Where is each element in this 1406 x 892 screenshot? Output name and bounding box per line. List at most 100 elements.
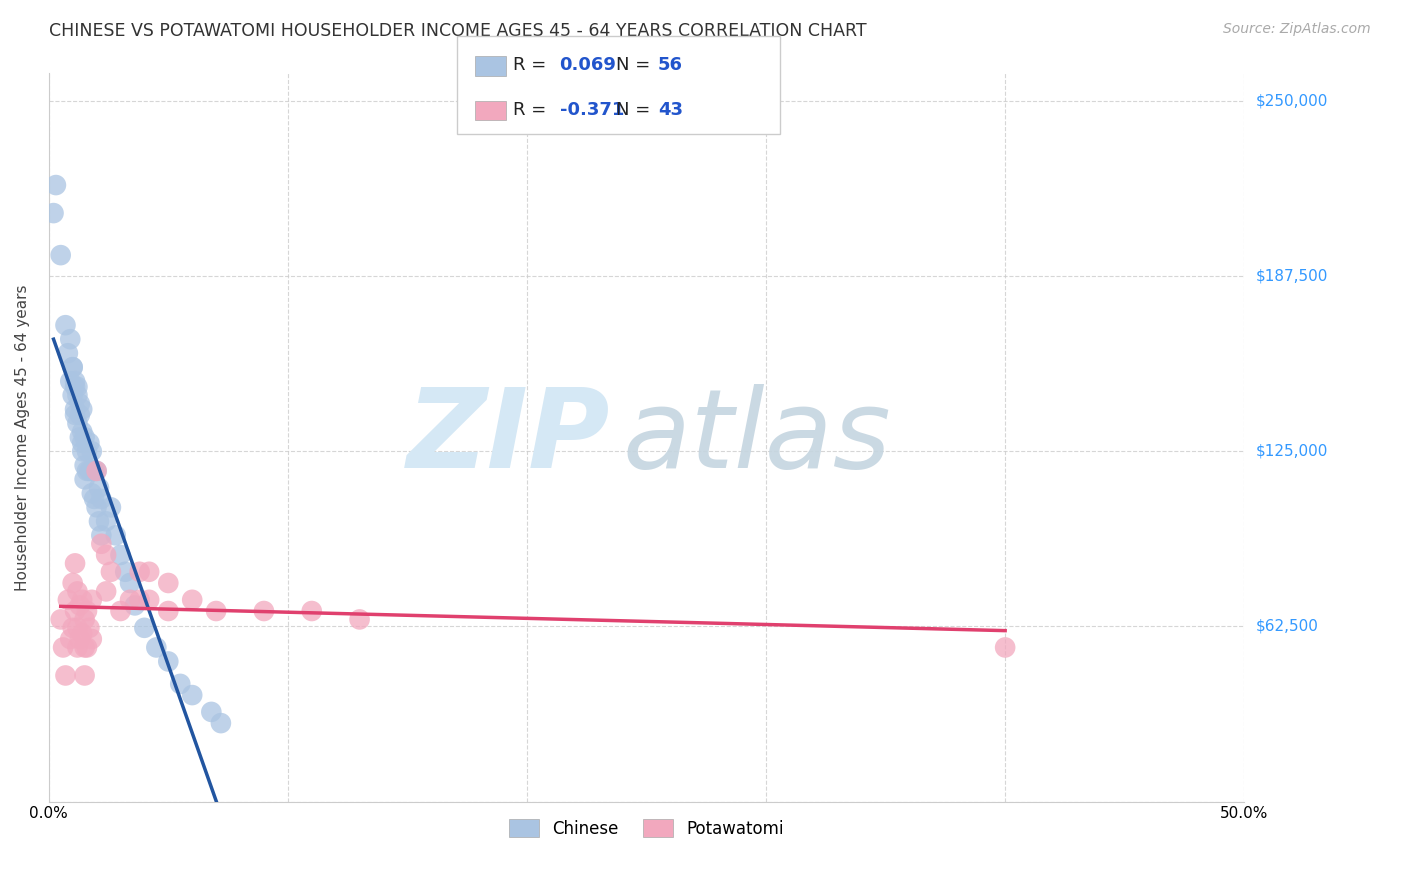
Text: 43: 43	[658, 101, 683, 119]
Point	[994, 640, 1017, 655]
Y-axis label: Householder Income Ages 45 - 64 years: Householder Income Ages 45 - 64 years	[15, 284, 30, 591]
Point	[157, 604, 180, 618]
Point	[66, 584, 89, 599]
Point	[138, 592, 160, 607]
Point	[118, 576, 141, 591]
Point	[110, 548, 132, 562]
Point	[63, 402, 86, 417]
Point	[69, 599, 91, 613]
Point	[66, 417, 89, 431]
Point	[80, 486, 103, 500]
Point	[66, 640, 89, 655]
Point	[66, 388, 89, 402]
Text: CHINESE VS POTAWATOMI HOUSEHOLDER INCOME AGES 45 - 64 YEARS CORRELATION CHART: CHINESE VS POTAWATOMI HOUSEHOLDER INCOME…	[49, 22, 868, 40]
Point	[56, 592, 79, 607]
Point	[94, 548, 117, 562]
Point	[55, 668, 77, 682]
Point	[49, 248, 72, 262]
Point	[205, 604, 228, 618]
Point	[45, 178, 67, 192]
Point	[90, 528, 112, 542]
Point	[157, 576, 180, 591]
Point	[124, 599, 146, 613]
Point	[86, 464, 108, 478]
Text: R =: R =	[513, 101, 553, 119]
Point	[87, 481, 110, 495]
Point	[66, 380, 89, 394]
Point	[42, 206, 65, 220]
Point	[69, 632, 91, 646]
Point	[62, 621, 84, 635]
Point	[83, 464, 105, 478]
Point	[70, 402, 93, 417]
Point	[128, 565, 150, 579]
Text: -0.371: -0.371	[560, 101, 624, 119]
Point	[79, 464, 101, 478]
Point	[73, 612, 96, 626]
Point	[56, 346, 79, 360]
Point	[104, 528, 127, 542]
Text: $250,000: $250,000	[1256, 94, 1327, 109]
Point	[76, 444, 98, 458]
Point	[200, 705, 222, 719]
Point	[76, 464, 98, 478]
Point	[94, 584, 117, 599]
Point	[69, 430, 91, 444]
Point	[145, 640, 167, 655]
Point	[76, 640, 98, 655]
Point	[79, 436, 101, 450]
Point	[55, 318, 77, 333]
Text: R =: R =	[513, 56, 553, 74]
Point	[349, 612, 371, 626]
Text: N =: N =	[616, 56, 655, 74]
Point	[86, 464, 108, 478]
Text: 56: 56	[658, 56, 683, 74]
Point	[70, 626, 93, 640]
Point	[73, 458, 96, 473]
Point	[87, 514, 110, 528]
Point	[76, 604, 98, 618]
Text: Source: ZipAtlas.com: Source: ZipAtlas.com	[1223, 22, 1371, 37]
Point	[128, 592, 150, 607]
Point	[90, 537, 112, 551]
Point	[49, 612, 72, 626]
Point	[138, 565, 160, 579]
Point	[94, 514, 117, 528]
Point	[63, 374, 86, 388]
Point	[80, 444, 103, 458]
Text: atlas: atlas	[623, 384, 891, 491]
Text: 0.069: 0.069	[560, 56, 616, 74]
Point	[62, 360, 84, 375]
Point	[70, 592, 93, 607]
Point	[181, 592, 204, 607]
Point	[70, 436, 93, 450]
Point	[73, 640, 96, 655]
Text: $187,500: $187,500	[1256, 268, 1327, 284]
Point	[100, 565, 122, 579]
Point	[70, 425, 93, 439]
Point	[209, 716, 232, 731]
Text: $125,000: $125,000	[1256, 444, 1327, 458]
Point	[59, 374, 82, 388]
Point	[79, 621, 101, 635]
Point	[63, 557, 86, 571]
Point	[157, 655, 180, 669]
Text: $62,500: $62,500	[1256, 619, 1319, 634]
Point	[301, 604, 323, 618]
Legend: Chinese, Potawatomi: Chinese, Potawatomi	[502, 813, 792, 844]
Point	[80, 632, 103, 646]
Point	[63, 408, 86, 422]
Point	[169, 677, 191, 691]
Point	[59, 332, 82, 346]
Point	[80, 592, 103, 607]
Point	[73, 430, 96, 444]
Point	[80, 464, 103, 478]
Point	[59, 632, 82, 646]
Point	[66, 621, 89, 635]
Point	[69, 408, 91, 422]
Text: N =: N =	[616, 101, 655, 119]
Point	[52, 640, 75, 655]
Point	[62, 360, 84, 375]
Point	[253, 604, 276, 618]
Point	[100, 500, 122, 515]
